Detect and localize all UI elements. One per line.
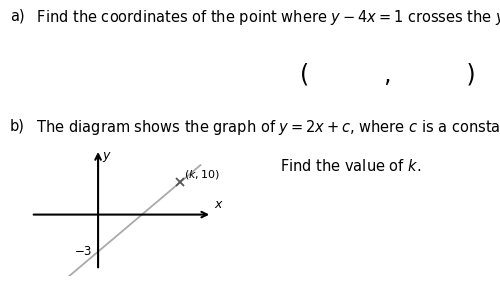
Text: b): b)	[10, 118, 25, 133]
Text: $y$: $y$	[102, 150, 113, 164]
Text: $-3$: $-3$	[74, 245, 92, 258]
Text: (          ,          ): ( , )	[300, 62, 476, 86]
Text: $x$: $x$	[214, 198, 224, 211]
Text: a): a)	[10, 8, 24, 23]
Text: Find the value of $k$.: Find the value of $k$.	[280, 158, 422, 174]
Text: Find the coordinates of the point where $y - 4x = 1$ crosses the $y$-axis.: Find the coordinates of the point where …	[32, 8, 500, 27]
Text: The diagram shows the graph of $y = 2x + c$, where $c$ is a constant.: The diagram shows the graph of $y = 2x +…	[32, 118, 500, 137]
Text: $(k, 10)$: $(k, 10)$	[184, 168, 220, 181]
